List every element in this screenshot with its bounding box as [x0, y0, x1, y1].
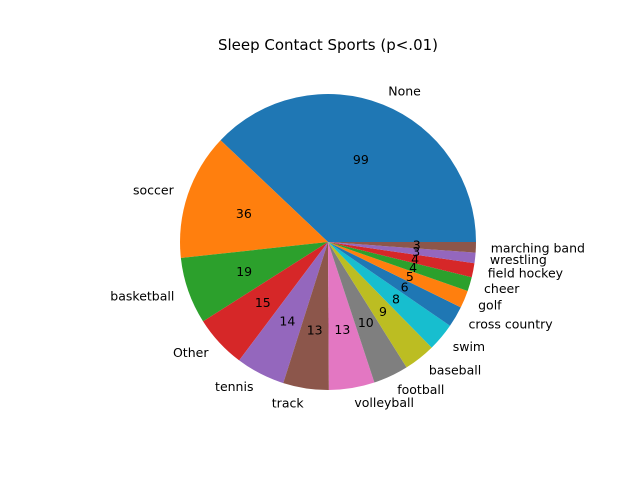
value-label-soccer: 36 — [236, 206, 252, 221]
category-label-marching-band: marching band — [491, 240, 585, 255]
category-label-field-hockey: field hockey — [488, 266, 564, 281]
category-label-none: None — [388, 83, 421, 98]
value-label-marching-band: 3 — [413, 238, 421, 253]
pie-slice-cross-country — [328, 242, 461, 326]
pie-slice-wrestling — [328, 242, 476, 264]
category-label-football: football — [397, 382, 444, 397]
pie-slice-other — [203, 242, 328, 361]
value-label-volleyball: 13 — [334, 322, 350, 337]
pie-slice-swim — [328, 242, 450, 348]
pie-slice-soccer — [180, 140, 328, 259]
category-label-track: track — [272, 395, 305, 410]
category-label-other: Other — [173, 345, 209, 360]
pie-slice-none — [220, 93, 477, 242]
pie-slice-volleyball — [328, 242, 375, 390]
value-label-wrestling: 3 — [412, 244, 420, 259]
category-label-volleyball: volleyball — [354, 395, 414, 410]
value-label-cross-country: 6 — [401, 279, 409, 294]
pie-slice-football — [328, 242, 407, 383]
value-label-football: 10 — [358, 315, 374, 330]
pie-slices — [180, 93, 477, 390]
chart-title: Sleep Contact Sports (p<.01) — [218, 36, 438, 54]
category-labels: None soccer basketball Other tennis track voll… — [110, 83, 585, 410]
value-label-cheer: 4 — [409, 260, 417, 275]
pie-slice-baseball — [328, 242, 432, 368]
value-label-track: 13 — [307, 322, 323, 337]
category-label-wrestling: wrestling — [490, 252, 547, 267]
value-label-none: 99 — [353, 152, 369, 167]
value-label-other: 15 — [255, 295, 271, 310]
pie-slice-golf — [328, 242, 468, 308]
value-label-baseball: 9 — [379, 304, 387, 319]
value-label-golf: 5 — [406, 269, 414, 284]
value-label-swim: 8 — [392, 292, 400, 307]
pie-slice-track — [283, 242, 329, 390]
value-label-field-hockey: 4 — [411, 251, 419, 266]
pie-slice-field-hockey — [328, 242, 475, 278]
category-label-swim: swim — [453, 339, 485, 354]
category-label-cross-country: cross country — [468, 317, 553, 332]
category-label-cheer: cheer — [484, 281, 520, 296]
value-label-basketball: 19 — [236, 264, 252, 279]
category-label-soccer: soccer — [133, 183, 175, 198]
category-label-baseball: baseball — [429, 362, 481, 377]
pie-slice-tennis — [239, 242, 328, 384]
pie-slice-cheer — [328, 242, 472, 291]
pie-slice-marching-band — [328, 242, 476, 253]
category-label-golf: golf — [478, 297, 502, 312]
value-label-tennis: 14 — [279, 313, 295, 328]
pie-slice-basketball — [180, 242, 328, 322]
category-label-basketball: basketball — [110, 288, 174, 303]
category-label-tennis: tennis — [215, 379, 253, 394]
